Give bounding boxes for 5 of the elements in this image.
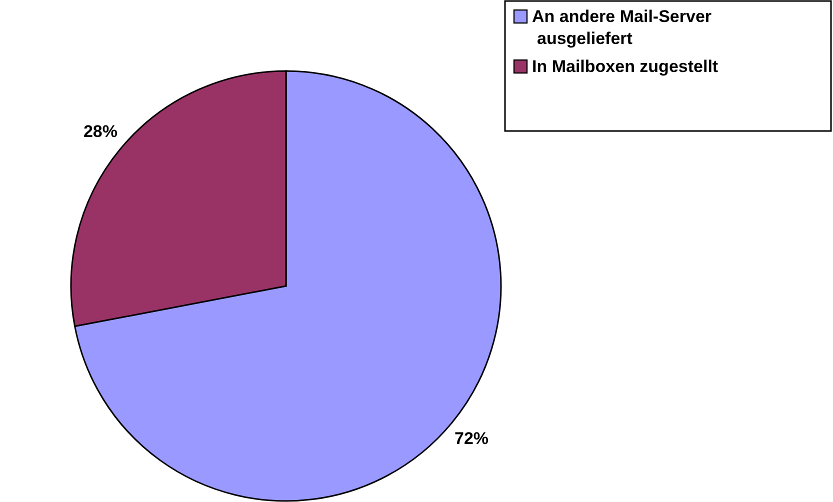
data-label: 28% bbox=[83, 122, 118, 141]
legend-label: In Mailboxen zugestellt bbox=[532, 57, 718, 76]
pie-slice bbox=[74, 70, 502, 502]
legend-label: An andere Mail-Server ausgeliefert bbox=[532, 7, 712, 48]
data-label: 72% bbox=[454, 428, 489, 448]
